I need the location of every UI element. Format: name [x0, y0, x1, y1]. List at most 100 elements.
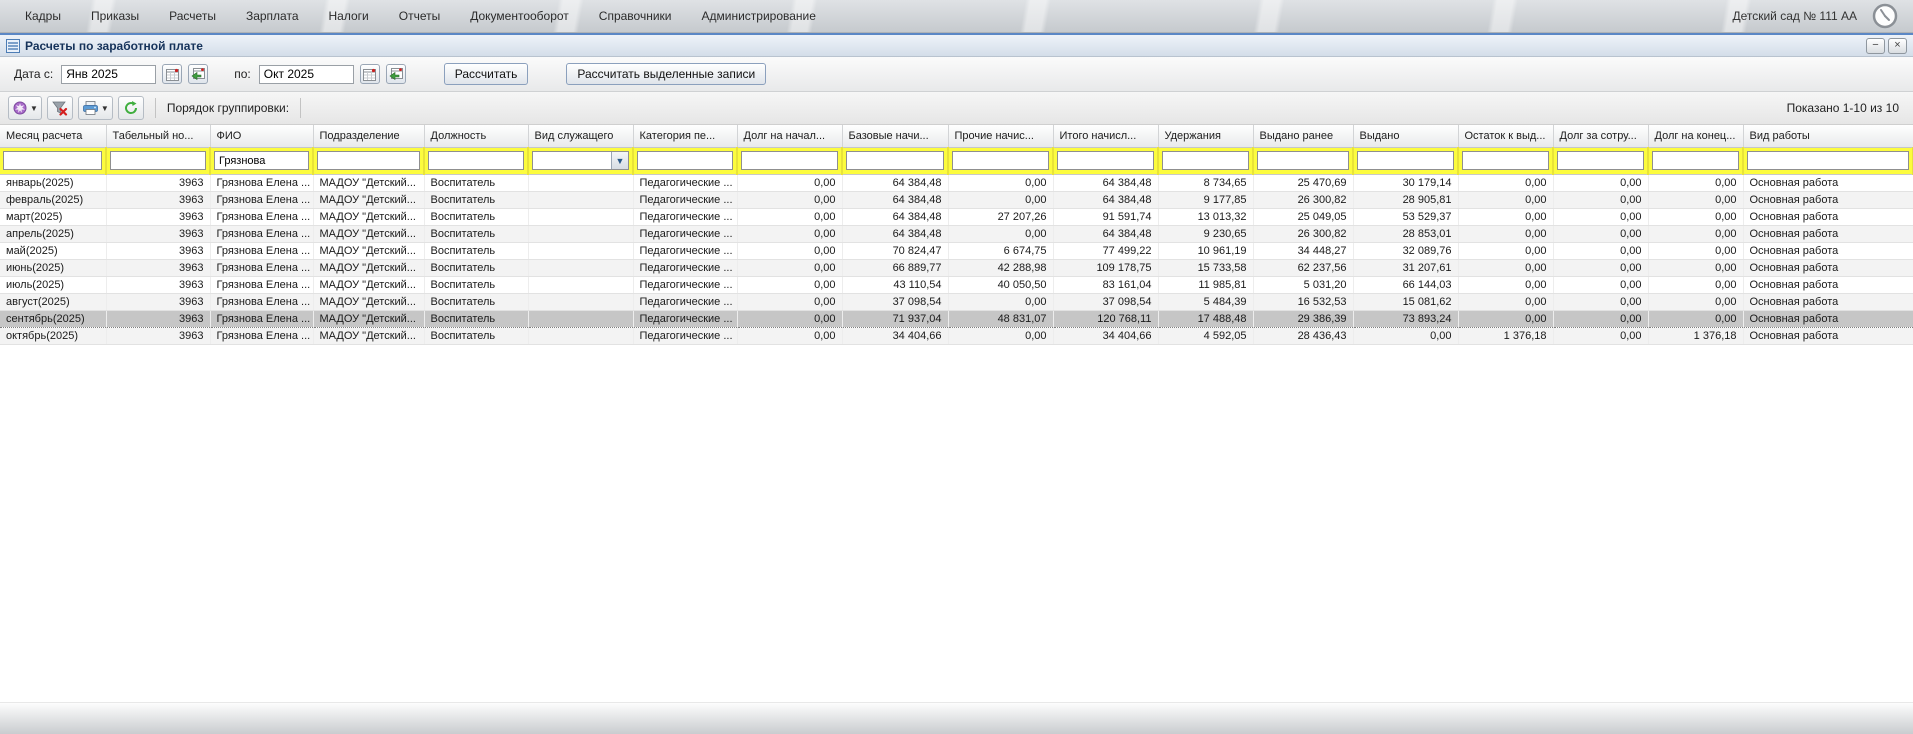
filter-input-col7[interactable]	[741, 151, 838, 171]
table-cell: МАДОУ "Детский...	[313, 191, 425, 209]
minimize-button[interactable]: −	[1866, 37, 1885, 54]
date-to-select-icon[interactable]	[385, 64, 406, 84]
filter-input-col10[interactable]	[1057, 151, 1154, 171]
date-to-input[interactable]	[258, 64, 354, 84]
menu-item-2[interactable]: Расчеты	[169, 9, 216, 23]
column-header[interactable]: Остаток к выд...	[1458, 125, 1554, 148]
column-header[interactable]: Вид работы	[1743, 125, 1913, 148]
column-header[interactable]: Должность	[424, 125, 529, 148]
table-row[interactable]: май(2025) 3963 Грязнова Елена ... МАДОУ "Де…	[0, 242, 1913, 260]
filter-input-col12[interactable]	[1257, 151, 1349, 171]
table-cell: 0,00	[1458, 293, 1554, 311]
column-header[interactable]: Удержания	[1158, 125, 1254, 148]
table-row[interactable]: февраль(2025) 3963 Грязнова Елена ... МАДОУ…	[0, 191, 1913, 209]
calculate-selected-button[interactable]: Рассчитать выделенные записи	[566, 63, 767, 85]
menu-item-0[interactable]: Кадры	[25, 9, 61, 23]
table-cell	[528, 208, 634, 226]
table-row[interactable]: август(2025) 3963 Грязнова Елена ... МАДОУ …	[0, 293, 1913, 311]
chevron-down-icon[interactable]: ▼	[611, 152, 628, 169]
table-cell: Основная работа	[1743, 208, 1913, 226]
menu-item-8[interactable]: Администрирование	[701, 9, 816, 23]
column-header[interactable]: Базовые начи...	[842, 125, 949, 148]
table-cell: 0,00	[1648, 225, 1744, 243]
filter-input-col9[interactable]	[952, 151, 1049, 171]
table-cell: 15 733,58	[1158, 259, 1254, 277]
employee-type-filter-select[interactable]: ▼	[532, 151, 629, 170]
table-cell: Педагогические ...	[633, 309, 738, 328]
column-header[interactable]: Выдано ранее	[1253, 125, 1354, 148]
clock-icon[interactable]	[1871, 2, 1899, 30]
filter-input-col1[interactable]	[110, 151, 206, 171]
filter-input-col2[interactable]	[214, 151, 309, 171]
column-header[interactable]: Подразделение	[313, 125, 425, 148]
table-cell: Воспитатель	[424, 293, 529, 311]
filter-input-col13[interactable]	[1357, 151, 1454, 171]
table-cell: Грязнова Елена ...	[210, 309, 314, 328]
date-from-select-icon[interactable]	[188, 64, 209, 84]
column-header[interactable]: ФИО	[210, 125, 314, 148]
chevron-down-icon: ▼	[30, 103, 38, 113]
column-header[interactable]: Вид служащего	[528, 125, 634, 148]
table-cell: 66 889,77	[842, 259, 949, 277]
table-cell: Основная работа	[1743, 327, 1913, 345]
table-row[interactable]: июль(2025) 3963 Грязнова Елена ... МАДОУ "Д…	[0, 276, 1913, 294]
date-from-input[interactable]	[61, 64, 157, 84]
refresh-button[interactable]	[117, 96, 144, 120]
close-button[interactable]: ×	[1888, 37, 1907, 54]
filter-input-col16[interactable]	[1652, 151, 1739, 171]
table-cell: Педагогические ...	[633, 276, 738, 294]
column-header[interactable]: Долг на конец...	[1648, 125, 1744, 148]
filter-input-col14[interactable]	[1462, 151, 1549, 171]
settings-menu-button[interactable]: ▼	[8, 96, 42, 120]
panel-title-bar: Расчеты по заработной плате − ×	[0, 33, 1913, 57]
table-cell: Воспитатель	[424, 327, 529, 345]
filter-input-col3[interactable]	[317, 151, 420, 171]
table-cell: 30 179,14	[1353, 174, 1459, 192]
menu-item-4[interactable]: Налоги	[328, 9, 369, 23]
table-cell: 0,00	[1553, 259, 1649, 277]
filter-input-col4[interactable]	[428, 151, 524, 171]
date-from-calendar-icon[interactable]	[162, 64, 183, 84]
menu-item-6[interactable]: Документооборот	[470, 9, 569, 23]
table-cell: Грязнова Елена ...	[210, 293, 314, 311]
column-header[interactable]: Месяц расчета	[0, 125, 107, 148]
filter-cell	[0, 147, 107, 175]
table-row[interactable]: сентябрь(2025) 3963 Грязнова Елена ... МАДО…	[0, 309, 1913, 328]
table-cell: 71 937,04	[842, 309, 949, 328]
table-cell: 10 961,19	[1158, 242, 1254, 260]
column-header[interactable]: Прочие начис...	[948, 125, 1054, 148]
table-cell: 3963	[106, 309, 211, 328]
column-header[interactable]: Итого начисл...	[1053, 125, 1159, 148]
print-menu-button[interactable]: ▼	[77, 96, 113, 120]
menu-item-1[interactable]: Приказы	[90, 9, 140, 23]
table-row[interactable]: март(2025) 3963 Грязнова Елена ... МАДОУ "Д…	[0, 208, 1913, 226]
grid-toolbar: ▼ ▼ Порядок группировки: Показано 1-10 и…	[0, 92, 1913, 125]
filter-cell	[1158, 147, 1254, 175]
filter-input-col11[interactable]	[1162, 151, 1249, 171]
filter-input-col0[interactable]	[3, 151, 102, 171]
column-header[interactable]: Долг на начал...	[737, 125, 843, 148]
column-header[interactable]: Табельный но...	[106, 125, 211, 148]
calculate-button[interactable]: Рассчитать	[443, 63, 529, 85]
filter-input-col15[interactable]	[1557, 151, 1644, 171]
filter-input-col6[interactable]	[637, 151, 733, 171]
table-row[interactable]: октябрь(2025) 3963 Грязнова Елена ... МАДОУ…	[0, 327, 1913, 345]
column-header[interactable]: Категория пе...	[633, 125, 738, 148]
gear-icon	[13, 101, 27, 115]
date-to-calendar-icon[interactable]	[359, 64, 380, 84]
menu-item-5[interactable]: Отчеты	[398, 9, 441, 23]
table-row[interactable]: январь(2025) 3963 Грязнова Елена ... МАДОУ …	[0, 174, 1913, 192]
table-cell: 66 144,03	[1353, 276, 1459, 294]
table-cell: Педагогические ...	[633, 208, 738, 226]
filter-input-col8[interactable]	[846, 151, 944, 171]
menu-item-3[interactable]: Зарплата	[245, 9, 299, 23]
filter-input-col17[interactable]	[1747, 151, 1909, 171]
table-row[interactable]: апрель(2025) 3963 Грязнова Елена ... МАДОУ …	[0, 225, 1913, 243]
column-header[interactable]: Долг за сотру...	[1553, 125, 1649, 148]
clear-filter-button[interactable]	[46, 96, 73, 120]
table-row[interactable]: июнь(2025) 3963 Грязнова Елена ... МАДОУ "Д…	[0, 259, 1913, 277]
menu-item-7[interactable]: Справочники	[598, 9, 672, 23]
table-cell: 0,00	[1353, 327, 1459, 345]
filter-row: ▼	[0, 147, 1913, 175]
column-header[interactable]: Выдано	[1353, 125, 1459, 148]
